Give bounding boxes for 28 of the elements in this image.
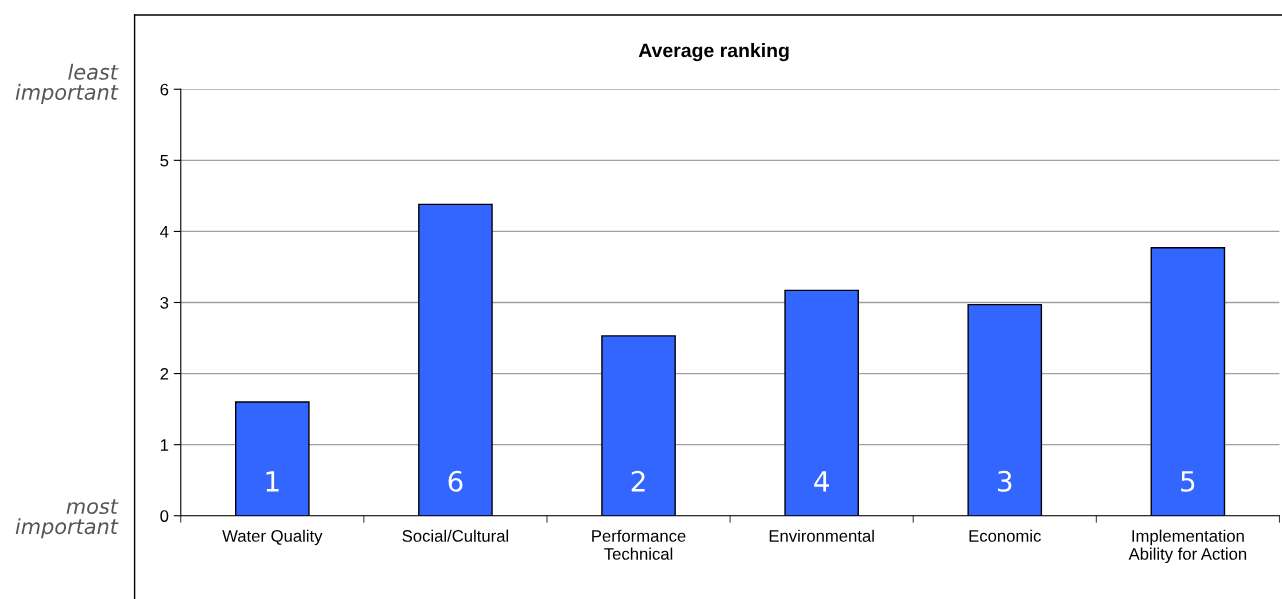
- bar: [418, 203, 493, 516]
- y-tick-label: 6: [160, 83, 169, 96]
- x-tick-label: Economic: [969, 529, 1041, 542]
- x-tick-label: Social/Cultural: [402, 529, 509, 542]
- x-tick-label: Implementation Ability for Action: [1128, 529, 1247, 564]
- annotation: 3: [998, 470, 1012, 492]
- annotation: 5: [1181, 471, 1195, 492]
- y-tick-label: 2: [160, 367, 169, 380]
- x-tick-label: Environmental: [769, 529, 874, 542]
- bar: [1150, 247, 1226, 516]
- bar: [967, 303, 1043, 516]
- annotation: 4: [814, 471, 829, 492]
- bar: [784, 289, 859, 516]
- text: most important: [15, 499, 119, 539]
- y-tick-label: 3: [160, 296, 169, 309]
- bar: [601, 335, 676, 516]
- x-tick-label: Water Quality: [222, 529, 323, 546]
- bar: [235, 401, 310, 516]
- annotation: 1: [266, 471, 279, 492]
- y-tick-label: 4: [160, 225, 169, 238]
- y-tick-label: 1: [160, 439, 169, 451]
- chart-title: Average ranking: [638, 43, 789, 62]
- text: least important: [15, 63, 119, 105]
- y-tick-label: 0: [160, 510, 169, 522]
- annotation: 6: [448, 470, 463, 492]
- annotation: 2: [631, 470, 645, 492]
- y-tick-label: 5: [160, 154, 169, 167]
- x-tick-label: Performance Technical: [592, 529, 686, 560]
